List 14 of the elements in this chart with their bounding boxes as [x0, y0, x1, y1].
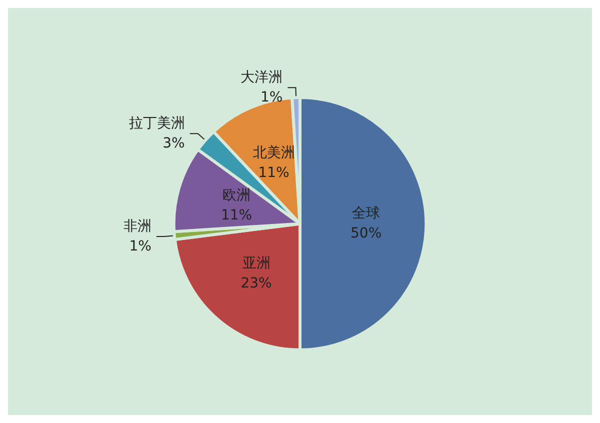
data-label: 23% — [240, 275, 272, 292]
data-label: 3% — [162, 136, 185, 152]
data-label: 11% — [258, 165, 290, 182]
data-label: 1% — [129, 238, 152, 255]
slice-label: 拉丁美洲 — [128, 116, 185, 132]
slice-label: 欧洲 — [222, 187, 251, 204]
slice-label: 亚洲 — [242, 255, 270, 272]
data-label: 50% — [350, 226, 382, 242]
data-label: 11% — [220, 207, 252, 224]
slice-label: 全球 — [352, 206, 380, 222]
slice-label: 北美洲 — [252, 145, 295, 162]
slice-label: 大洋洲 — [240, 70, 283, 86]
data-label: 1% — [260, 90, 283, 106]
slice-label: 非洲 — [123, 218, 152, 235]
